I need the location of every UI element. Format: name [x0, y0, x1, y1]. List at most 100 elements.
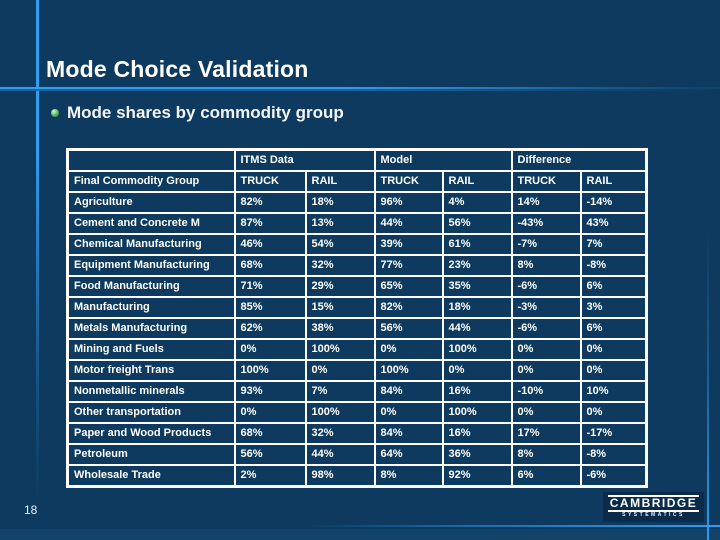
value-cell: 100%: [233, 359, 307, 382]
column-header-diff-truck: TRUCK: [510, 170, 582, 193]
title-underline-dark: [0, 89, 720, 91]
commodity-label-cell: Mining and Fuels: [66, 338, 236, 361]
value-cell: 62%: [233, 317, 307, 340]
value-cell: 100%: [373, 359, 444, 382]
group-header-model: Model: [373, 148, 513, 172]
value-cell: 43%: [579, 212, 648, 235]
value-cell: 44%: [441, 317, 513, 340]
commodity-label-cell: Manufacturing: [66, 296, 236, 319]
column-header-itms-truck: TRUCK: [233, 170, 307, 193]
table-row: Motor freight Trans 100% 0% 100% 0% 0% 0%: [66, 359, 648, 382]
commodity-label-cell: Wholesale Trade: [66, 464, 236, 488]
column-header-row: Final Commodity Group TRUCK RAIL TRUCK R…: [66, 170, 648, 193]
value-cell: 100%: [441, 338, 513, 361]
commodity-label-cell: Nonmetallic minerals: [66, 380, 236, 403]
title-underline-bright: [0, 87, 720, 89]
value-cell: 8%: [510, 443, 582, 466]
value-cell: 46%: [233, 233, 307, 256]
value-cell: 82%: [233, 191, 307, 214]
value-cell: -7%: [510, 233, 582, 256]
value-cell: 92%: [441, 464, 513, 488]
bottom-strip: [0, 529, 720, 540]
table-row: Cement and Concrete M 87% 13% 44% 56% -43% 43%: [66, 212, 648, 235]
value-cell: -8%: [579, 443, 648, 466]
table-row: Petroleum 56% 44% 64% 36% 8% -8%: [66, 443, 648, 466]
table-row: Equipment Manufacturing 68% 32% 77% 23% 8% -8%: [66, 254, 648, 277]
value-cell: 0%: [373, 338, 444, 361]
column-header-model-truck: TRUCK: [373, 170, 444, 193]
table-row: Manufacturing 85% 15% 82% 18% -3% 3%: [66, 296, 648, 319]
value-cell: 84%: [373, 380, 444, 403]
value-cell: 8%: [373, 464, 444, 488]
value-cell: 77%: [373, 254, 444, 277]
value-cell: -14%: [579, 191, 648, 214]
value-cell: 68%: [233, 254, 307, 277]
value-cell: 85%: [233, 296, 307, 319]
value-cell: 36%: [441, 443, 513, 466]
corner-cell: [66, 148, 236, 172]
column-header-diff-rail: RAIL: [579, 170, 648, 193]
table-row: Agriculture 82% 18% 96% 4% 14% -14%: [66, 191, 648, 214]
value-cell: 0%: [579, 359, 648, 382]
value-cell: 93%: [233, 380, 307, 403]
bottom-accent-line: [0, 525, 720, 527]
value-cell: -6%: [579, 464, 648, 488]
value-cell: 23%: [441, 254, 513, 277]
value-cell: -8%: [579, 254, 648, 277]
table-row: Wholesale Trade 2% 98% 8% 92% 6% -6%: [66, 464, 648, 488]
value-cell: 16%: [441, 422, 513, 445]
commodity-label-cell: Agriculture: [66, 191, 236, 214]
table-body: Agriculture 82% 18% 96% 4% 14% -14% Cement and …: [66, 191, 648, 488]
commodity-label-cell: Motor freight Trans: [66, 359, 236, 382]
value-cell: 100%: [304, 401, 376, 424]
value-cell: 7%: [304, 380, 376, 403]
value-cell: 61%: [441, 233, 513, 256]
value-cell: 56%: [233, 443, 307, 466]
value-cell: 18%: [441, 296, 513, 319]
slide-title: Mode Choice Validation: [46, 56, 309, 82]
commodity-label-cell: Other transportation: [66, 401, 236, 424]
table-row: Mining and Fuels 0% 100% 0% 100% 0% 0%: [66, 338, 648, 361]
logo-bottom-bar-icon: [608, 510, 699, 512]
value-cell: 100%: [304, 338, 376, 361]
value-cell: 0%: [579, 338, 648, 361]
value-cell: 44%: [373, 212, 444, 235]
bullet-text: Mode shares by commodity group: [67, 103, 344, 122]
value-cell: 96%: [373, 191, 444, 214]
value-cell: 6%: [579, 317, 648, 340]
value-cell: 4%: [441, 191, 513, 214]
value-cell: 56%: [441, 212, 513, 235]
value-cell: 35%: [441, 275, 513, 298]
left-accent-line: [36, 0, 39, 505]
group-header-itms: ITMS Data: [233, 148, 376, 172]
logo-subname: SYSTEMATICS: [622, 512, 685, 518]
value-cell: 14%: [510, 191, 582, 214]
value-cell: -43%: [510, 212, 582, 235]
value-cell: 32%: [304, 254, 376, 277]
value-cell: 38%: [304, 317, 376, 340]
value-cell: 82%: [373, 296, 444, 319]
value-cell: 2%: [233, 464, 307, 488]
table-row: Chemical Manufacturing 46% 54% 39% 61% -7% 7%: [66, 233, 648, 256]
group-header-row: ITMS Data Model Difference: [66, 148, 648, 172]
value-cell: 13%: [304, 212, 376, 235]
cambridge-systematics-logo: CAMBRIDGE SYSTEMATICS: [603, 492, 704, 522]
table-row: Metals Manufacturing 62% 38% 56% 44% -6% 6%: [66, 317, 648, 340]
table-row: Paper and Wood Products 68% 32% 84% 16% 17% -1…: [66, 422, 648, 445]
value-cell: 7%: [579, 233, 648, 256]
value-cell: 29%: [304, 275, 376, 298]
value-cell: 44%: [304, 443, 376, 466]
value-cell: 3%: [579, 296, 648, 319]
value-cell: 56%: [373, 317, 444, 340]
value-cell: 71%: [233, 275, 307, 298]
value-cell: 0%: [233, 401, 307, 424]
page-number: 18: [24, 503, 38, 517]
value-cell: 0%: [510, 401, 582, 424]
value-cell: 6%: [510, 464, 582, 488]
value-cell: -6%: [510, 317, 582, 340]
value-cell: 32%: [304, 422, 376, 445]
commodity-label-cell: Cement and Concrete M: [66, 212, 236, 235]
logo-name: CAMBRIDGE: [609, 496, 698, 510]
value-cell: 87%: [233, 212, 307, 235]
value-cell: 0%: [441, 359, 513, 382]
